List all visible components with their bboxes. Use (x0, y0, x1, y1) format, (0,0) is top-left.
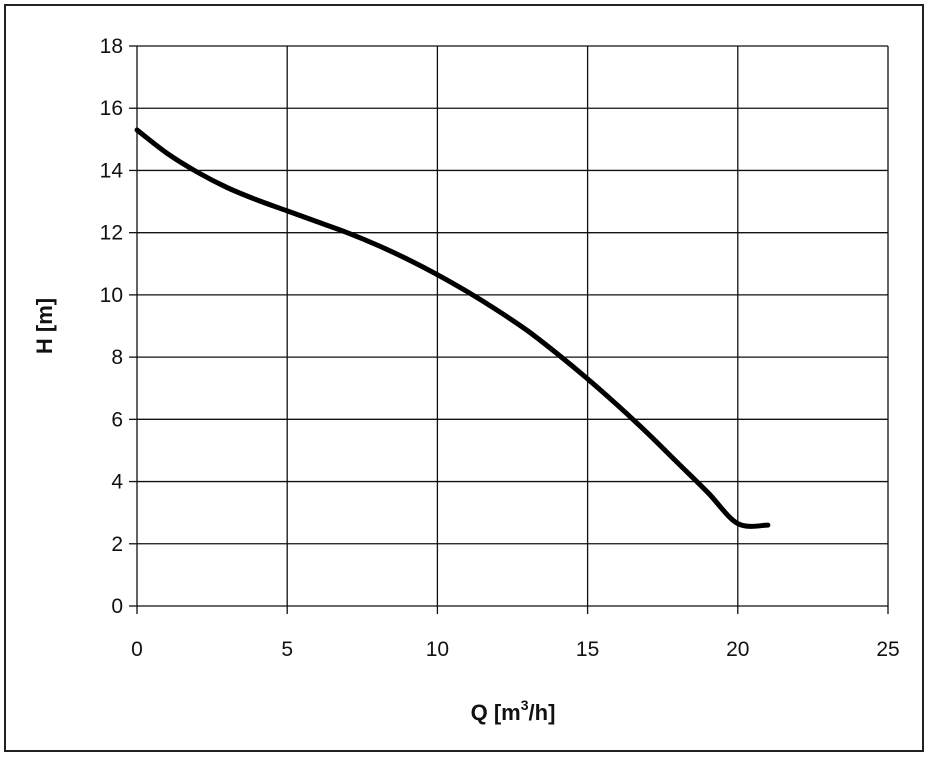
chart-frame (4, 4, 924, 752)
x-tick-label: 0 (131, 638, 143, 661)
x-axis-title-suffix: /h] (529, 700, 556, 725)
y-tick-label: 10 (100, 284, 123, 307)
x-tick-label: 5 (281, 638, 293, 661)
x-tick-label: 20 (726, 638, 749, 661)
series-line (134, 127, 771, 529)
x-axis-title: Q [m3/h] (471, 697, 556, 725)
y-tick-label: 4 (111, 471, 123, 494)
y-tick-label: 16 (100, 97, 123, 120)
x-tick-label: 25 (876, 638, 899, 661)
series-layer (134, 127, 771, 529)
y-tick-label: 2 (111, 533, 123, 556)
x-axis-title-main: Q [m (471, 700, 521, 725)
x-tick-label: 15 (576, 638, 599, 661)
tick-labels: 0 2 4 6 8 10 12 14 16 18 0 5 10 15 20 25 (100, 35, 900, 661)
x-tick-label: 10 (426, 638, 449, 661)
x-axis-title-superscript: 3 (521, 697, 529, 713)
y-tick-label: 0 (111, 595, 123, 618)
y-tick-label: 12 (100, 222, 123, 245)
y-tick-label: 14 (100, 159, 124, 182)
grid (129, 45, 889, 614)
y-tick-label: 8 (111, 346, 123, 369)
y-axis-title: H [m] (32, 298, 57, 354)
y-tick-label: 6 (111, 408, 123, 431)
y-tick-label: 18 (100, 35, 123, 58)
